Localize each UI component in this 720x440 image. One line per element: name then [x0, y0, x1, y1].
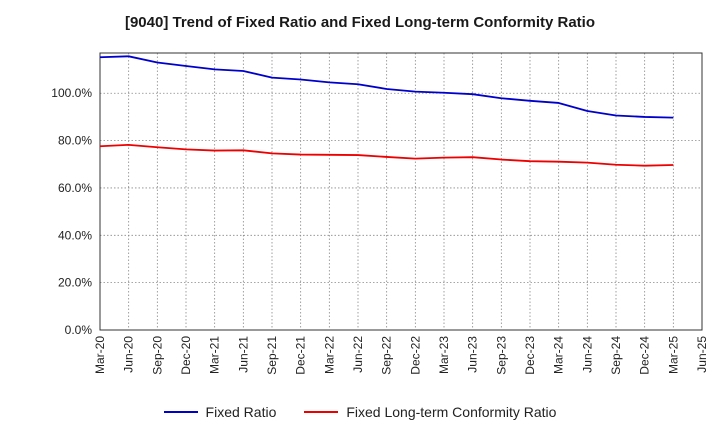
legend-swatch-fixed-long-term-conformity-ratio [304, 411, 339, 413]
x-tick-label: Mar-22 [322, 336, 336, 374]
x-tick-label: Jun-24 [580, 336, 594, 373]
x-tick-label: Dec-21 [294, 336, 308, 375]
x-tick-label: Sep-23 [494, 336, 508, 375]
x-tick-label: Jun-21 [236, 336, 250, 373]
series-layer [99, 55, 674, 167]
x-tick-label: Mar-20 [93, 336, 107, 374]
chart-title: [9040] Trend of Fixed Ratio and Fixed Lo… [124, 14, 596, 31]
y-tick-label: 80.0% [58, 134, 92, 148]
x-tick-label: Jun-25 [695, 336, 709, 373]
x-tick-label: Mar-25 [666, 336, 680, 374]
legend-item-fixed-ratio: Fixed Ratio [163, 404, 277, 420]
plot-frame [99, 52, 703, 331]
x-tick-label: Dec-23 [523, 336, 537, 375]
x-tick-label: Sep-20 [150, 336, 164, 375]
x-tick-label: Sep-24 [609, 336, 623, 375]
legend-item-fixed-long-term-conformity-ratio: Fixed Long-term Conformity Ratio [304, 404, 556, 420]
legend-swatch-fixed-ratio [163, 411, 198, 413]
x-tick-label: Jun-20 [122, 336, 136, 373]
label-layer: 0.0% 20.0% 40.0% 60.0% 80.0% 100.0% Mar-20 Jun-… [51, 86, 709, 374]
y-tick-label: 20.0% [58, 276, 92, 290]
x-tick-label: Dec-20 [179, 336, 193, 375]
plot-area: 0.0% 20.0% 40.0% 60.0% 80.0% 100.0% Mar-20 Jun-… [51, 52, 709, 375]
grid-layer [99, 53, 703, 330]
y-tick-label: 60.0% [58, 181, 92, 195]
x-tick-label: Jun-23 [466, 336, 480, 373]
x-tick-label: Sep-21 [265, 336, 279, 375]
legend-label-fixed-long-term-conformity-ratio: Fixed Long-term Conformity Ratio [346, 404, 557, 420]
x-tick-label: Sep-22 [380, 336, 394, 375]
legend: Fixed Ratio Fixed Long-term Conformity R… [0, 404, 720, 420]
series-line-fixed-long-term-conformity-ratio [99, 143, 674, 167]
y-tick-label: 100.0% [51, 86, 92, 100]
axis-layer [99, 52, 703, 331]
x-tick-label: Dec-22 [408, 336, 422, 375]
x-tick-label: Dec-24 [638, 336, 652, 375]
y-tick-label: 40.0% [58, 228, 92, 242]
series-line-fixed-ratio [99, 55, 674, 119]
y-tick-label: 0.0% [65, 323, 93, 337]
x-tick-label: Mar-23 [437, 336, 451, 374]
legend-label-fixed-ratio: Fixed Ratio [205, 404, 277, 420]
x-tick-label: Jun-22 [351, 336, 365, 373]
x-tick-label: Mar-21 [208, 336, 222, 374]
x-tick-label: Mar-24 [552, 336, 566, 374]
